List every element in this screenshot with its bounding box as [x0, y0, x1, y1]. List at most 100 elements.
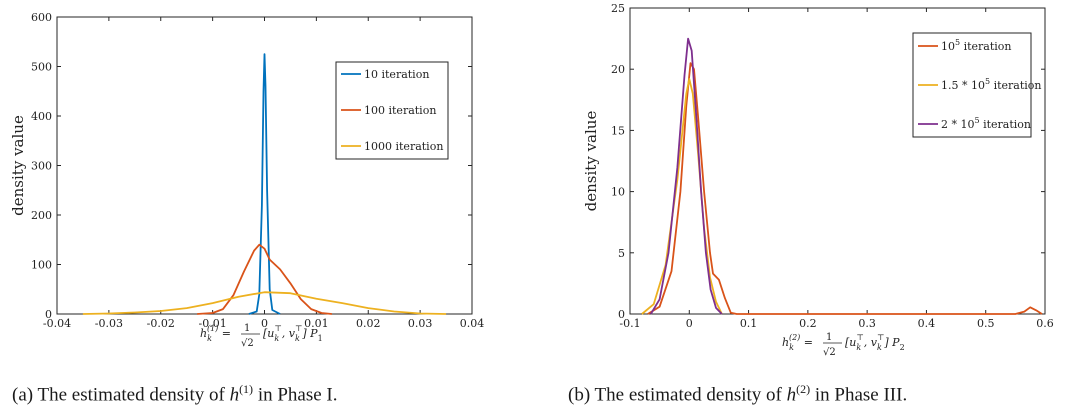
x-axis-label-a-part: ⊤ — [295, 324, 303, 333]
x-axis-label-b-part: k — [856, 343, 861, 352]
series-line-1 — [248, 53, 281, 315]
x-axis-label-b-part: h — [782, 336, 789, 349]
caption-a-suffix: in Phase I. — [253, 384, 338, 406]
x-axis-label-b-part: k — [877, 343, 882, 352]
x-axis-label-b-part: 2 — [900, 343, 905, 352]
y-tick-label: 300 — [31, 160, 52, 173]
series-line-3 — [650, 37, 723, 315]
caption-b-prefix: (b) The estimated density of — [568, 384, 787, 406]
series-line-2 — [641, 78, 723, 315]
x-tick-label: 0.04 — [460, 317, 485, 330]
x-axis-label-b-denominator: √2 — [823, 347, 836, 358]
x-axis-label-a-part: = — [218, 327, 231, 340]
x-axis-label-a-part: k — [295, 334, 300, 343]
y-axis-label: density value — [9, 115, 27, 216]
legend-label-2: 1.5 * 105 iteration — [941, 77, 1042, 92]
x-tick-label: 0.03 — [408, 317, 433, 330]
y-tick-label: 600 — [31, 11, 52, 24]
y-tick-label: 20 — [611, 63, 625, 76]
x-tick-label: 0.02 — [356, 317, 381, 330]
series-line-3 — [82, 291, 447, 315]
x-axis-label-b-part: ⊤ — [856, 333, 864, 342]
density-chart-phase-1: -0.04 -0.03 -0.02 -0.01 0 0.01 0.02 0.03 0.04 0 10… — [9, 11, 485, 349]
x-tick-label: 0.2 — [799, 317, 817, 330]
x-tick-label: 0.01 — [304, 317, 329, 330]
caption-b-sup: (2) — [796, 382, 811, 396]
y-tick-label: 15 — [611, 124, 625, 137]
legend-label-1: 105 iteration — [941, 38, 1012, 53]
x-axis-label-a-part: (1) — [207, 324, 218, 333]
x-tick-label: -0.03 — [95, 317, 123, 330]
legend-label-1: 10 iteration — [364, 68, 429, 81]
legend-label-part: iteration — [990, 79, 1041, 92]
y-tick-label: 0 — [618, 308, 625, 321]
legend-label-part: iteration — [980, 118, 1031, 131]
x-tick-label: 0 — [686, 317, 693, 330]
legend-label-2: 100 iteration — [364, 104, 436, 117]
x-axis-label-a-part: h — [200, 327, 207, 340]
series-line-1 — [647, 62, 1043, 315]
x-axis-label-b-vector: [uk⊤, vk⊤] P2 — [845, 333, 905, 352]
x-axis-label-a-text: hk(1) = — [200, 324, 231, 343]
caption-a-prefix: (a) The estimated density of — [12, 384, 230, 406]
x-tick-label: 0.6 — [1036, 317, 1054, 330]
y-tick-label: 5 — [618, 247, 625, 260]
x-tick-label: -0.04 — [43, 317, 71, 330]
x-axis-label-b-part: ⊤ — [877, 333, 885, 342]
x-axis-label-b-part: = — [800, 336, 813, 349]
caption-b: (b) The estimated density of h(2) in Pha… — [568, 382, 907, 406]
x-axis-label-a-vector: [uk⊤, vk⊤] P1 — [263, 324, 323, 343]
y-tick-label: 100 — [31, 259, 52, 272]
caption-b-var: h — [786, 384, 797, 406]
caption-a-var: h — [229, 384, 240, 406]
x-axis-label-b-numerator: 1 — [826, 332, 832, 343]
x-axis-label-a-part: ⊤ — [274, 324, 282, 333]
x-axis-label-a-numerator: 1 — [244, 323, 250, 334]
y-axis-label: density value — [582, 111, 600, 212]
legend-label-sup: 5 — [985, 77, 990, 86]
x-axis-label-b-part: [u — [845, 336, 856, 349]
x-axis-label-a-part: , v — [282, 327, 296, 340]
x-axis-label-a-part: ] P — [301, 327, 318, 340]
x-tick-label: 0.4 — [918, 317, 936, 330]
x-tick-label: -0.01 — [199, 317, 227, 330]
legend-label-part: 1.5 * 10 — [941, 79, 985, 92]
series-line-2 — [197, 243, 332, 315]
caption-a-sup: (1) — [239, 382, 254, 396]
x-tick-label: 0.3 — [858, 317, 876, 330]
caption-a: (a) The estimated density of h(1) in Pha… — [12, 382, 338, 406]
y-tick-label: 500 — [31, 61, 52, 74]
x-axis-label-b-text: hk(2) = — [782, 333, 813, 352]
x-axis-label-b: hk(2) = 1√2[uk⊤, vk⊤] P2 — [782, 332, 905, 358]
y-tick-label: 10 — [611, 186, 625, 199]
legend-label-part: 10 — [941, 40, 955, 53]
legend-label-part: iteration — [960, 40, 1011, 53]
x-tick-label: 0.1 — [740, 317, 758, 330]
x-axis-label-b-part: , v — [864, 336, 878, 349]
x-tick-label: 0.5 — [977, 317, 995, 330]
y-tick-label: 400 — [31, 110, 52, 123]
x-tick-label: -0.1 — [619, 317, 640, 330]
legend-label-part: 2 * 10 — [941, 118, 975, 131]
x-axis-label-a-part: 1 — [318, 334, 323, 343]
legend-label-3: 1000 iteration — [364, 140, 443, 153]
chart-panel-a: -0.04 -0.03 -0.02 -0.01 0 0.01 0.02 0.03 0.04 0 10… — [0, 0, 538, 379]
x-axis-label-a-part: [u — [263, 327, 274, 340]
y-tick-label: 200 — [31, 209, 52, 222]
x-axis-label-a-part: k — [207, 334, 212, 343]
x-axis-label-b-part: (2) — [789, 333, 800, 342]
x-axis-label-a: hk(1) = 1√2[uk⊤, vk⊤] P1 — [200, 323, 323, 349]
legend-label-3: 2 * 105 iteration — [941, 116, 1031, 131]
x-axis-label-a-part: k — [274, 334, 279, 343]
x-tick-label: -0.02 — [147, 317, 175, 330]
x-tick-label: 0 — [261, 317, 268, 330]
x-axis-label-b-part: k — [789, 343, 794, 352]
chart-panel-b: -0.1 0 0.1 0.2 0.3 0.4 0.5 0.6 0 5 10 15 20 25 density… — [538, 0, 1076, 379]
x-axis-label-a-denominator: √2 — [241, 338, 254, 349]
caption-b-suffix: in Phase III. — [810, 384, 908, 406]
legend: 10 iteration 100 iteration 1000 iteration — [335, 61, 449, 160]
legend-label-sup: 5 — [975, 116, 980, 125]
density-chart-phase-3: -0.1 0 0.1 0.2 0.3 0.4 0.5 0.60510152025density… — [582, 2, 1054, 358]
y-tick-label: 25 — [611, 2, 625, 15]
